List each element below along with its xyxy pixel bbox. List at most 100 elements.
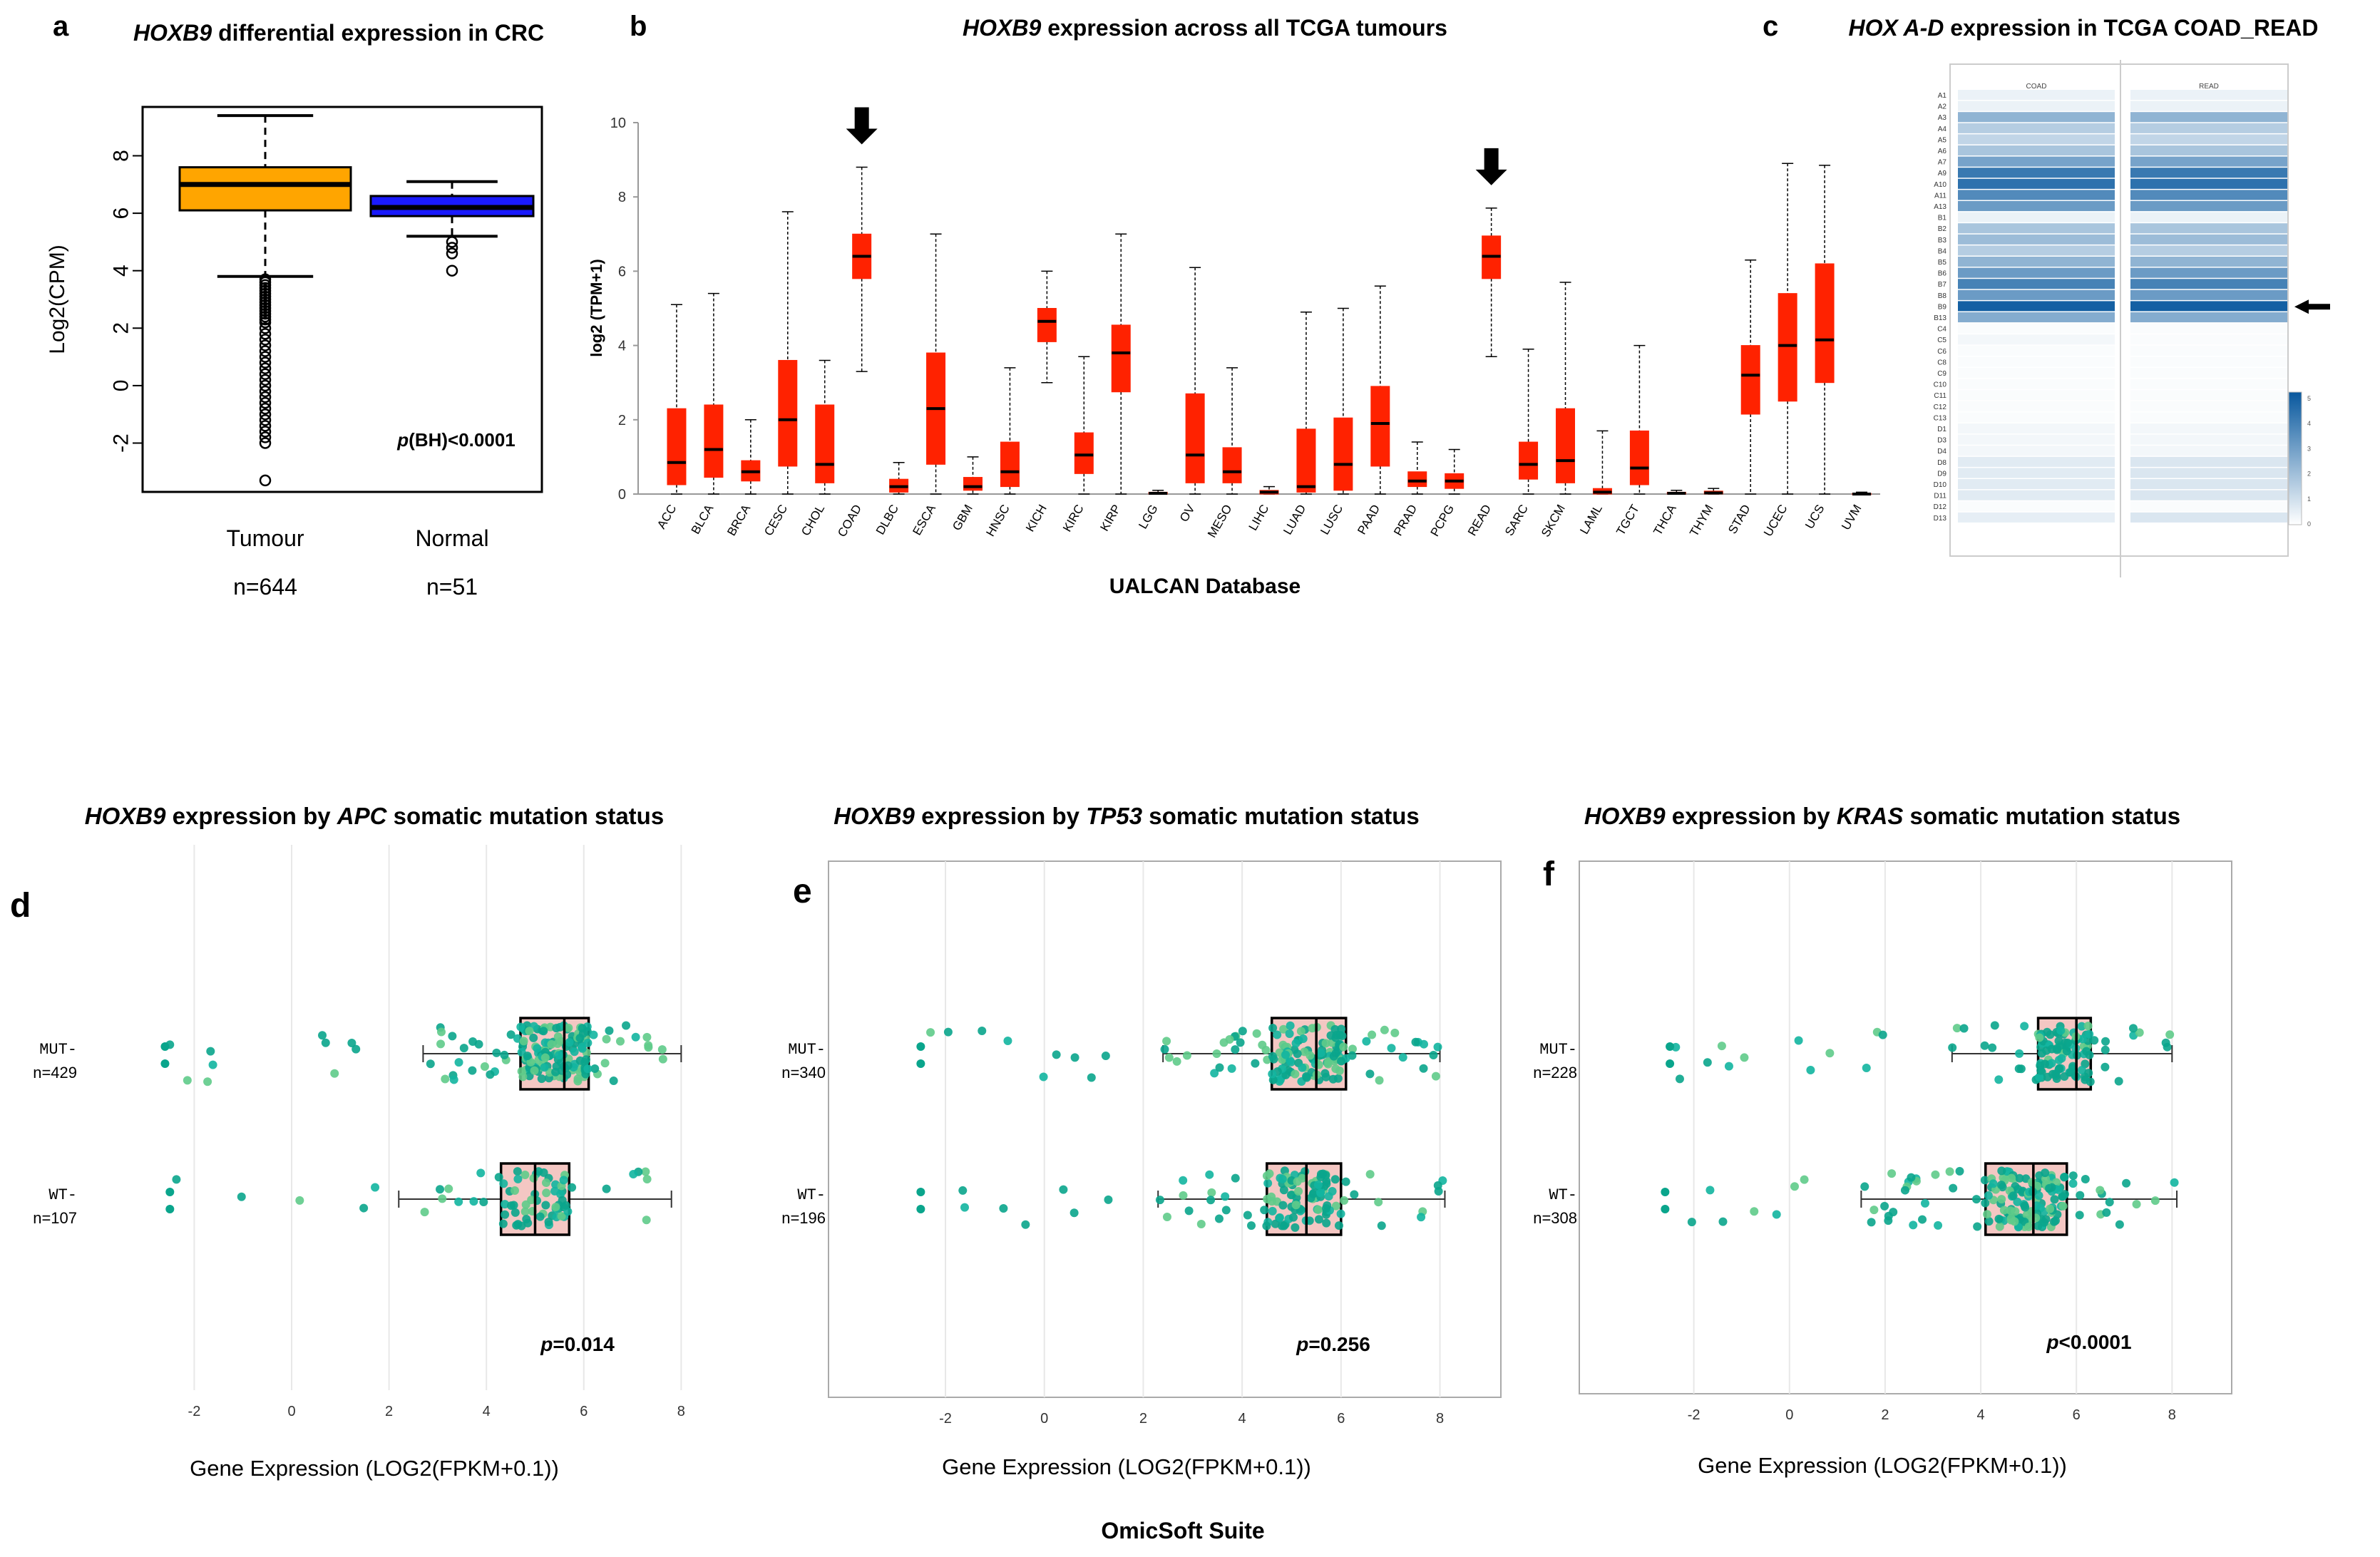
data-point <box>1316 1049 1325 1058</box>
x-tick-label: 6 <box>580 1404 588 1419</box>
data-point <box>1973 1222 1982 1231</box>
data-point <box>1182 1051 1191 1060</box>
group-label: WT- <box>48 1186 77 1204</box>
heatmap-cell <box>1958 456 2115 467</box>
data-point <box>2006 1206 2015 1216</box>
data-point <box>2013 1197 2022 1206</box>
data-point <box>573 1076 583 1086</box>
colorbar-tick-label: 1 <box>2307 495 2311 503</box>
heatmap-cell <box>2130 301 2287 312</box>
data-point <box>1869 1206 1879 1215</box>
heatmap-row-label: C8 <box>1937 359 1946 366</box>
plot-area <box>828 860 1502 1398</box>
data-point <box>1155 1196 1164 1205</box>
data-point <box>527 1196 536 1205</box>
data-point <box>916 1188 925 1196</box>
data-point <box>1179 1176 1188 1185</box>
box-ucs <box>1815 263 1835 384</box>
data-point <box>318 1031 327 1040</box>
data-point <box>1340 1196 1349 1205</box>
data-point <box>2115 1220 2124 1229</box>
data-point <box>2068 1171 2078 1181</box>
data-point <box>2035 1072 2044 1081</box>
x-tick-label: -2 <box>188 1404 201 1419</box>
highlight-arrow <box>1475 148 1507 185</box>
heatmap-cell <box>2130 112 2287 123</box>
data-point <box>533 1044 542 1053</box>
data-point <box>172 1175 181 1184</box>
data-point <box>1313 1205 1323 1214</box>
heatmap-cell <box>1958 323 2115 334</box>
data-point <box>1275 1213 1284 1222</box>
panel-d-xlabel: Gene Expression (LOG2(FPKM+0.1)) <box>190 1456 559 1481</box>
data-point <box>2022 1210 2031 1219</box>
data-point <box>2063 1038 2073 1047</box>
panel-a-pvalue: p(BH)<0.0001 <box>396 429 515 451</box>
data-point <box>1997 1195 2006 1204</box>
group-n: n=196 <box>781 1209 826 1227</box>
heatmap-cell <box>1958 501 2115 512</box>
data-point <box>525 1027 534 1036</box>
data-point <box>1825 1049 1835 1058</box>
data-point <box>529 1173 538 1183</box>
data-point <box>1070 1053 1079 1062</box>
heatmap-cell <box>2130 212 2287 222</box>
data-point <box>1717 1042 1726 1051</box>
category-label: READ <box>1465 503 1494 538</box>
data-point <box>1281 1050 1291 1059</box>
data-point <box>1330 1175 1340 1184</box>
x-tick-label: 2 <box>1139 1411 1147 1427</box>
data-point <box>535 1212 545 1221</box>
data-point <box>436 1039 446 1049</box>
outlier-point <box>259 368 272 381</box>
data-point <box>551 1203 560 1212</box>
data-point <box>553 1032 563 1042</box>
data-point <box>1867 1218 1876 1227</box>
category-label: STAD <box>1725 503 1753 537</box>
data-point <box>1675 1074 1684 1084</box>
heatmap-cell <box>2130 201 2287 212</box>
data-point <box>958 1186 968 1195</box>
data-point <box>1666 1059 1675 1068</box>
data-point <box>449 1075 458 1084</box>
data-point <box>1661 1205 1670 1213</box>
data-point <box>1996 1181 2006 1190</box>
box-kirc <box>1074 432 1094 474</box>
data-point <box>1279 1186 1288 1195</box>
data-point <box>476 1168 486 1178</box>
heatmap-row-label: B6 <box>1938 270 1947 278</box>
group-n: n=429 <box>33 1064 77 1081</box>
data-point <box>1286 1021 1295 1030</box>
data-point <box>564 1023 573 1032</box>
heatmap-row-label: B13 <box>1934 314 1946 322</box>
data-point <box>1907 1173 1916 1182</box>
heatmap-cell <box>2130 145 2287 156</box>
heatmap-cell <box>2130 101 2287 111</box>
data-point <box>330 1069 339 1078</box>
box-cesc <box>778 359 798 467</box>
panel-a-ylabel: Log2(CPM) <box>46 245 69 354</box>
group-label: Tumour <box>226 525 304 551</box>
heatmap-row-label: B5 <box>1938 259 1947 267</box>
heatmap-cell <box>1958 156 2115 167</box>
heatmap-row-label: D11 <box>1934 493 1946 500</box>
data-point <box>160 1042 170 1051</box>
data-point <box>1262 1221 1271 1230</box>
category-label: OV <box>1177 502 1198 524</box>
category-label: KIRC <box>1060 503 1087 535</box>
data-point <box>498 1219 508 1228</box>
data-point <box>916 1205 925 1213</box>
heatmap-cell <box>2130 468 2287 478</box>
data-point <box>2082 1047 2091 1056</box>
outlier-point <box>259 402 272 415</box>
plot-area <box>78 845 742 1390</box>
group-label: Normal <box>415 525 488 551</box>
data-point <box>1285 1029 1294 1039</box>
chart-root: HOXB9 differential expression in CRC -2 0 2… <box>33 15 2330 1481</box>
heatmap-cell <box>2130 190 2287 200</box>
heatmap-cell <box>1958 190 2115 200</box>
category-label: SARC <box>1502 503 1531 538</box>
data-point <box>1878 1030 1887 1039</box>
data-point <box>2054 1064 2063 1074</box>
data-point <box>539 1027 548 1036</box>
